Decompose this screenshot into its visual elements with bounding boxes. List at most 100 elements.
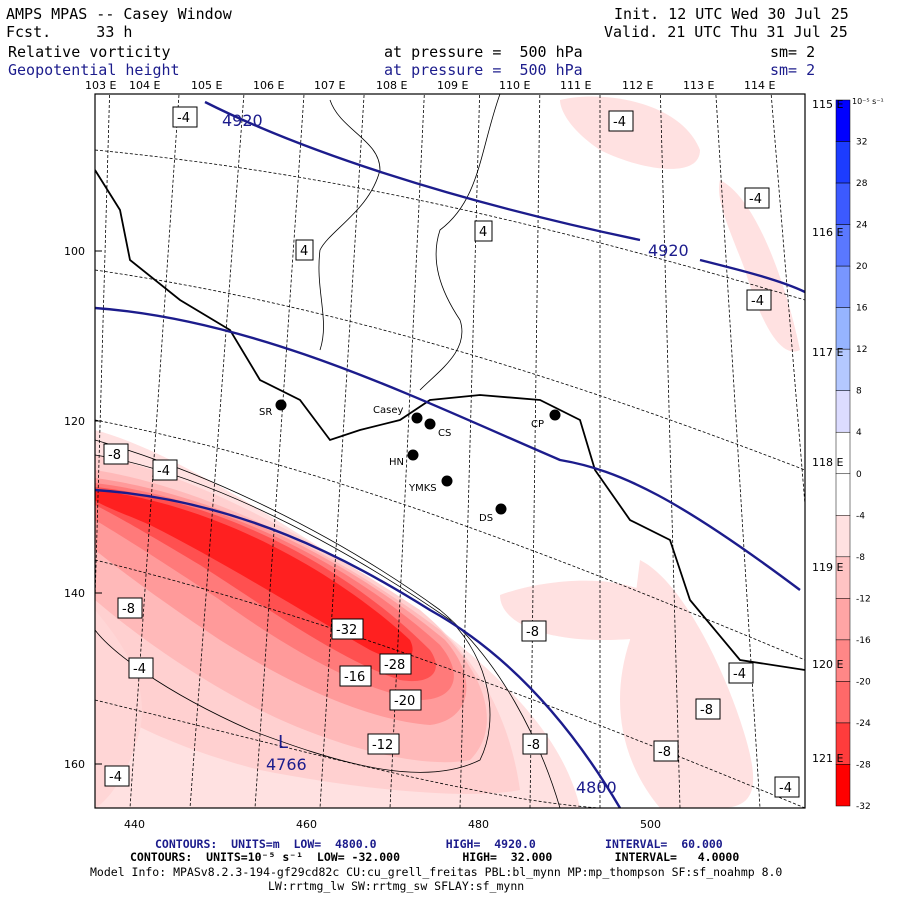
vorticity-label-box <box>608 110 634 132</box>
colorbar-label: -28 <box>856 760 871 770</box>
top-longitude-label: 109 E <box>437 79 468 92</box>
top-longitude-label: 111 E <box>560 79 591 92</box>
model-info: Model Info: MPASv8.2.3-194-gf29cd82c CU:… <box>90 865 783 879</box>
low-center-value: 4766 <box>266 755 307 774</box>
colorbar-swatch <box>835 764 851 807</box>
vorticity-label-box <box>774 776 800 798</box>
vorticity-contour-label: -8 <box>526 625 539 640</box>
station-marker <box>411 412 423 424</box>
colorbar-label: 24 <box>856 221 868 231</box>
vorticity-label-box <box>379 653 412 675</box>
station-label: CP <box>531 419 544 430</box>
vorticity-label-box <box>746 289 772 311</box>
station-marker <box>275 399 287 411</box>
colorbar-label: -12 <box>856 594 871 604</box>
top-longitude-label: 110 E <box>499 79 530 92</box>
top-longitude-label: 107 E <box>314 79 345 92</box>
vorticity-contour-label: -4 <box>157 464 170 479</box>
vorticity-contour-label: -4 <box>751 294 764 309</box>
vorticity-label-box <box>339 665 372 687</box>
station-marker <box>549 409 561 421</box>
y-tick-label: 160 <box>64 758 85 771</box>
colorbar-swatch <box>835 141 851 184</box>
station-label: Casey <box>373 405 403 416</box>
height-contour-label: 4920 <box>222 111 263 130</box>
map-title: AMPS MPAS -- Casey Window <box>6 5 232 23</box>
height-contour-info: CONTOURS: UNITS=m LOW= 4800.0 HIGH= 4920… <box>155 837 723 851</box>
vorticity-label-box <box>522 733 548 755</box>
vorticity-contour-label: -16 <box>344 670 365 685</box>
right-longitude-label: 118 E <box>812 456 843 469</box>
colorbar-swatch <box>835 390 851 433</box>
colorbar-label: 32 <box>856 138 867 148</box>
vorticity-label-box <box>128 657 154 679</box>
plot-area <box>95 94 805 808</box>
y-tick-labels: 100 120 140 160 <box>64 245 102 771</box>
forecast-hour: Fcst. 33 h <box>6 23 133 41</box>
station-marker <box>495 503 507 515</box>
vorticity-contour-label: 4 <box>479 225 487 240</box>
colorbar-label: -20 <box>856 677 871 687</box>
vorticity-contour-label: -4 <box>779 781 792 796</box>
vorticity-contour-label: -8 <box>658 745 671 760</box>
colorbar-label: 4 <box>856 428 862 438</box>
y-tick-label: 120 <box>64 415 85 428</box>
contour-labels: 4920 4920 4800 -4 -4 -4 -4 4 4 -8 -4 -8 -8 -4 -8 -32 -28… <box>103 106 800 798</box>
station-marker <box>424 418 436 430</box>
vorticity-contour-label: -20 <box>394 694 415 709</box>
vorticity-contour-label: -4 <box>749 192 762 207</box>
field1-smooth: sm= 2 <box>770 43 816 61</box>
vorticity-label-box <box>104 765 130 787</box>
vorticity-label-box <box>331 618 364 640</box>
field1-name: Relative vorticity <box>8 43 171 61</box>
colorbar-swatch <box>835 265 851 308</box>
top-longitude-label: 113 E <box>683 79 714 92</box>
right-longitude-label: 115 E <box>812 98 843 111</box>
vorticity-contour-label: -4 <box>133 662 146 677</box>
colorbar-label: 12 <box>856 345 867 355</box>
station-label: HN <box>389 457 404 468</box>
vorticity-label-box <box>695 698 721 720</box>
x-tick-label: 440 <box>124 818 145 831</box>
colorbar-unit: 10⁻⁵ s⁻¹ <box>852 97 884 106</box>
vorticity-label-box <box>653 740 679 762</box>
right-longitude-label: 117 E <box>812 346 843 359</box>
field1-level: at pressure = 500 hPa <box>384 43 583 61</box>
vorticity-contour-label: -8 <box>700 703 713 718</box>
colorbar-label: 16 <box>856 304 868 314</box>
top-longitude-label: 104 E <box>129 79 160 92</box>
colorbar-label: 8 <box>856 387 862 397</box>
vorticity-contour-label: -12 <box>372 738 393 753</box>
vorticity-contour-label: -8 <box>122 602 135 617</box>
vorticity-contour-label: -32 <box>336 623 357 638</box>
right-longitude-labels: 115 E 116 E 117 E 118 E 119 E 120 E 121 E <box>812 98 843 765</box>
vorticity-contour-label: -28 <box>384 658 405 673</box>
top-longitude-label: 112 E <box>622 79 653 92</box>
vorticity-label-box <box>744 187 770 209</box>
right-longitude-label: 120 E <box>812 658 843 671</box>
vorticity-contour-label: -8 <box>527 738 540 753</box>
colorbar-swatch <box>835 182 851 225</box>
y-tick-label: 140 <box>64 587 85 600</box>
vorticity-contours <box>95 94 561 808</box>
station-label: SR <box>259 407 272 418</box>
colorbar: 32 28 24 20 16 12 8 4 0 -4 -8 -12 -16 -20 -24 -28 -32 10⁻… <box>835 97 884 812</box>
field2-level: at pressure = 500 hPa <box>384 61 583 79</box>
top-longitude-label: 103 E <box>85 79 116 92</box>
vorticity-contour-label: -4 <box>613 115 626 130</box>
station-markers: SR Casey CS CP HN YMKS DS <box>259 399 561 524</box>
colorbar-label: -16 <box>856 636 871 646</box>
colorbar-label: -24 <box>856 719 871 729</box>
height-contours <box>95 100 805 808</box>
top-longitude-labels: 103 E 104 E 105 E 106 E 107 E 108 E 109 E 110 E… <box>85 79 775 92</box>
station-marker <box>441 475 453 487</box>
vorticity-contour-label: 4 <box>300 244 308 259</box>
top-longitude-label: 106 E <box>253 79 284 92</box>
vorticity-contour-info: CONTOURS: UNITS=10⁻⁵ s⁻¹ LOW= -32.000 HI… <box>130 850 740 864</box>
top-longitude-label: 114 E <box>744 79 775 92</box>
x-tick-labels: 440 460 480 500 <box>124 818 661 831</box>
colorbar-label: 20 <box>856 262 868 272</box>
vorticity-contour-label: -8 <box>108 448 121 463</box>
x-tick-label: 500 <box>640 818 661 831</box>
